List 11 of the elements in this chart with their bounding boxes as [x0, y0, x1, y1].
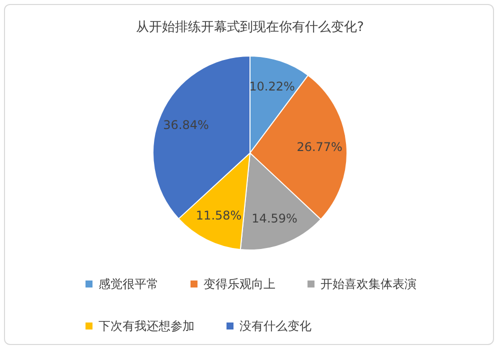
legend-label: 没有什么变化: [240, 319, 312, 333]
legend-label: 变得乐观向上: [204, 277, 276, 291]
data-label: 10.22%: [249, 80, 295, 94]
legend-label: 开始喜欢集体表演: [320, 277, 416, 291]
chart-title: 从开始排练开幕式到现在你有什么变化?: [136, 20, 364, 35]
data-label: 26.77%: [296, 140, 342, 154]
data-label: 14.59%: [252, 211, 298, 226]
legend-label: 下次有我还想参加: [98, 319, 194, 333]
legend-label: 感觉很平常: [98, 277, 158, 291]
data-label: 36.84%: [163, 118, 209, 132]
data-label: 11.58%: [196, 208, 242, 222]
